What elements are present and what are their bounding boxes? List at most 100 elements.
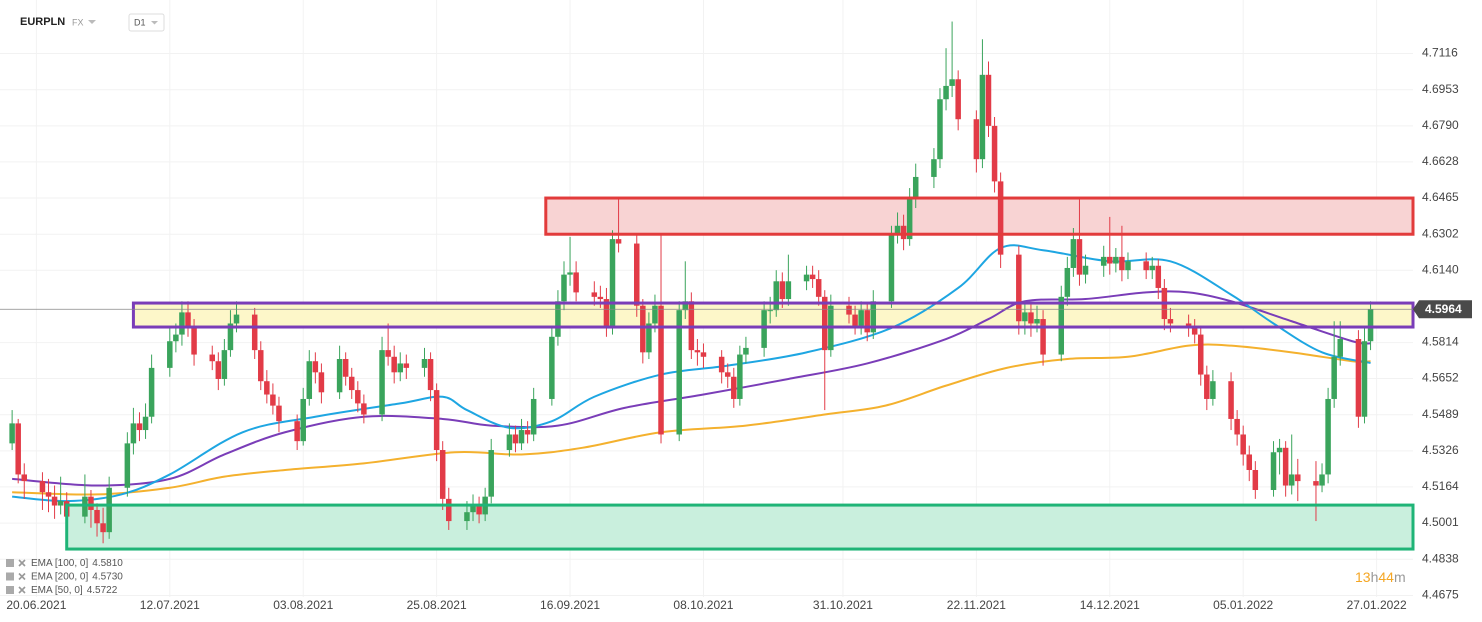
- candle-body: [1149, 265, 1155, 271]
- candles-layer: [9, 21, 1374, 544]
- candle-body: [9, 423, 15, 444]
- candle-body: [142, 416, 149, 431]
- legend-icon[interactable]: [6, 559, 14, 567]
- candle-body: [1210, 381, 1216, 399]
- interval-arrow: [151, 21, 158, 25]
- candle-body: [57, 501, 64, 506]
- candle-body: [640, 305, 646, 353]
- candle-body: [439, 450, 446, 499]
- candle-body: [106, 487, 112, 533]
- candle-body: [264, 381, 270, 395]
- countdown-part: h: [1371, 569, 1379, 585]
- candle-body: [591, 292, 598, 297]
- y-tick-label: 4.6790: [1422, 118, 1459, 132]
- candle-body: [894, 225, 901, 235]
- candle-body: [1204, 374, 1210, 399]
- candle-body: [1234, 418, 1240, 435]
- candle-body: [1034, 319, 1040, 324]
- candle-body: [1064, 267, 1071, 297]
- candle-body: [567, 272, 573, 275]
- legend-remove[interactable]: [18, 586, 26, 594]
- x-tick-label: 27.01.2022: [1347, 598, 1407, 612]
- candle-body: [385, 350, 391, 357]
- candle-body: [39, 481, 46, 493]
- candle-body: [676, 310, 682, 435]
- candle-body: [1240, 434, 1246, 455]
- candle-body: [427, 358, 434, 391]
- market: FX: [72, 17, 84, 27]
- x-tick-label: 12.07.2021: [140, 598, 200, 612]
- candle-body: [1282, 447, 1289, 486]
- candle-body: [397, 363, 403, 373]
- legend-label: EMA [50, 0] 4.5722: [31, 585, 118, 596]
- y-tick-label: 4.7116: [1422, 46, 1458, 60]
- candle-body: [1276, 447, 1283, 453]
- y-tick-label: 4.5489: [1422, 407, 1459, 421]
- candle-body: [379, 350, 385, 415]
- last-price-label: 4.5964: [1425, 302, 1462, 316]
- legend-icon[interactable]: [6, 572, 14, 581]
- candle-body: [446, 498, 452, 522]
- y-tick-label: 4.4675: [1422, 588, 1459, 602]
- candle-body: [488, 450, 494, 497]
- candle-body: [906, 199, 913, 240]
- candle-body: [391, 356, 397, 373]
- candle-body: [470, 505, 476, 513]
- candle-body: [555, 301, 561, 337]
- candle-body: [1197, 334, 1204, 375]
- x-tick-label: 16.09.2021: [540, 598, 600, 612]
- candle-body: [100, 523, 106, 533]
- zone-fill: [545, 198, 1413, 235]
- candle-body: [1367, 309, 1374, 342]
- candle-body: [251, 314, 258, 351]
- candle-body: [658, 305, 664, 435]
- countdown-part: 13: [1355, 569, 1371, 585]
- candle-body: [700, 352, 707, 357]
- candle-body: [1028, 312, 1034, 324]
- candle-body: [355, 390, 361, 404]
- zone-border: [65, 503, 1415, 551]
- candle-body: [306, 361, 313, 399]
- candle-body: [233, 314, 240, 324]
- candle-body: [179, 312, 185, 335]
- candle-body: [476, 505, 482, 515]
- y-tick-label: 4.4838: [1422, 551, 1459, 565]
- legend-value: 4.5730: [92, 571, 123, 582]
- candle-body: [634, 243, 640, 306]
- dropdown-arrow[interactable]: [88, 20, 96, 24]
- legend-remove[interactable]: [18, 559, 26, 567]
- candle-body: [1155, 265, 1162, 288]
- grid-layer: [0, 0, 1413, 597]
- y-tick-label: 4.5814: [1422, 335, 1459, 349]
- candle-body: [694, 350, 701, 353]
- candle-body: [421, 358, 428, 368]
- x-tick-label: 14.12.2021: [1080, 598, 1140, 612]
- y-tick-label: 4.5652: [1422, 371, 1459, 385]
- candle-body: [1113, 256, 1119, 264]
- candle-body: [815, 279, 822, 297]
- candle-body: [549, 336, 555, 399]
- symbol[interactable]: EURPLN: [20, 16, 65, 28]
- interval-box[interactable]: [128, 13, 165, 32]
- candle-body: [1191, 327, 1198, 335]
- ema-line: [12, 290, 1371, 487]
- candle-body: [803, 274, 810, 282]
- candle-body: [949, 79, 955, 86]
- candle-body: [779, 281, 786, 300]
- candle-body: [82, 496, 88, 517]
- legend-icon[interactable]: [6, 586, 14, 594]
- candle-body: [603, 299, 610, 328]
- candle-body: [609, 239, 616, 328]
- candle-body: [870, 301, 877, 333]
- candle-body: [464, 512, 470, 522]
- candle-body: [615, 239, 622, 244]
- candle-body: [1313, 481, 1319, 486]
- candle-body: [312, 361, 319, 373]
- legend-remove[interactable]: [18, 572, 26, 581]
- y-tick-label: 4.6628: [1422, 154, 1459, 168]
- candle-body: [1107, 256, 1113, 264]
- y-tick-label: 4.5164: [1422, 479, 1459, 493]
- candle-body: [51, 496, 58, 506]
